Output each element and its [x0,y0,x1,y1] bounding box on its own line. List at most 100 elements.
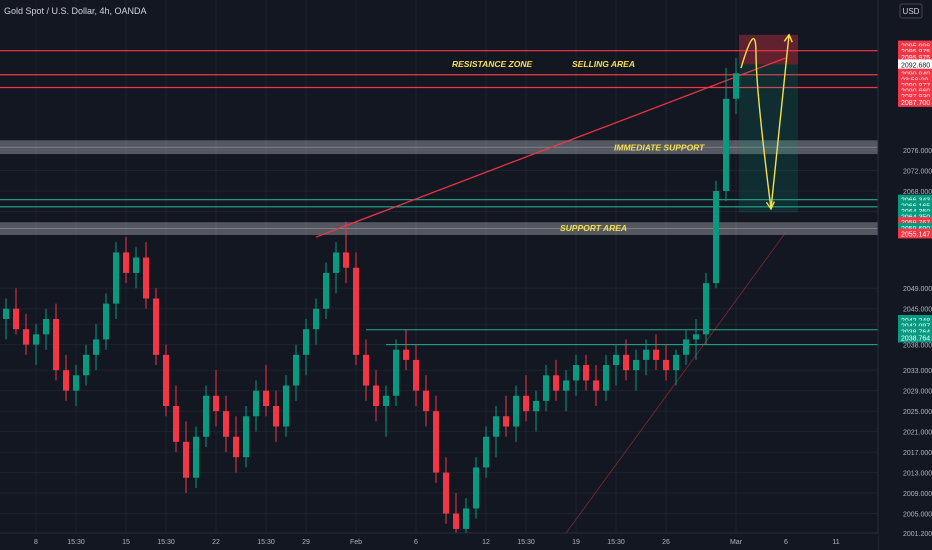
price-tick-label: 2072.000 [903,168,932,175]
up-arrowhead [783,33,793,43]
candle [483,426,489,478]
candle [3,298,9,340]
candle-body [203,395,209,437]
candle [173,385,179,453]
rising-trendline[interactable] [555,231,787,548]
price-label-text: 2087.700 [901,100,930,107]
candle-body [543,375,549,401]
candle [363,339,369,401]
candle [233,416,239,473]
candle [143,242,149,309]
candle-body [723,98,729,191]
price-tick-label: 2076.000 [903,148,932,155]
candle [253,380,259,432]
candle [93,324,99,371]
candle-body [453,513,459,529]
currency-button-frame[interactable] [899,3,923,19]
candle [13,288,19,335]
price-label-tag [898,91,932,102]
candle [473,457,479,519]
candle [63,354,69,401]
horizontal-levels [0,50,878,346]
candle [263,365,269,417]
price-label-tag [898,200,932,211]
candle [223,395,229,453]
candle-body [553,375,559,391]
candle-body [113,252,119,304]
projection-path[interactable] [740,34,790,209]
time-tick-label: 15:30 [67,539,85,546]
candle [83,344,89,386]
currency-button-label[interactable]: USD [903,7,920,16]
candle-body [493,416,499,437]
candle [713,180,719,289]
candle-body [163,354,169,407]
candle [113,242,119,319]
candle-body [13,308,19,330]
candle [123,237,129,284]
time-tick-label: 12 [482,539,490,546]
candle-body [463,508,469,529]
candle-body [323,272,329,309]
resistance-trendline[interactable] [315,57,787,238]
candle-body [193,436,199,478]
candle-body [573,365,579,381]
time-tick-label: 15:30 [157,539,175,546]
candle-body [483,436,489,468]
support-area-label: SUPPORT AREA [560,223,627,233]
candle-body [143,257,149,299]
time-tick-label: 8 [34,539,38,546]
currency-button[interactable]: USD [899,3,923,19]
candle-body [693,334,699,340]
candle [703,272,709,345]
candle-body [733,73,739,99]
price-tick-label: 2029.000 [903,389,932,396]
zones [0,140,878,235]
price-label-tag [898,194,932,205]
projection[interactable] [740,33,793,211]
time-axis[interactable]: 8 15:30 15 15:30 22 15:30 29 Feb 6 12 15:30 19 15:30… [0,532,878,550]
candle [693,318,699,360]
candle [163,344,169,417]
immediate-support-label: IMMEDIATE SUPPORT [614,143,705,153]
price-label-tag [898,96,932,107]
candle-body [593,380,599,391]
candle-body [223,411,229,437]
price-tick-label: 2017.000 [903,450,932,457]
candle-body [513,395,519,427]
candle-body [123,252,129,273]
price-tick-label: 2009.000 [903,491,932,498]
price-label-tag [898,326,932,337]
trendlines[interactable] [315,57,787,548]
candle [353,252,359,366]
price-tick-label: 2001.200 [903,531,932,538]
candle [373,370,379,422]
price-axis[interactable]: 2001.200 2005.000 2009.000 2013.000 2017.000… [877,0,932,550]
candle-body [333,252,339,273]
time-tick-label: 26 [662,539,670,546]
candle-body [703,283,709,335]
candle [183,421,189,494]
candle-body [3,308,9,319]
candle-body [93,339,99,355]
price-tick-label: 2049.000 [903,286,932,293]
candle-body [623,354,629,371]
candle [433,395,439,483]
candle-body [43,318,49,335]
candle-body [263,390,269,407]
candle-body [433,411,439,473]
candle-body [83,354,89,376]
candle-body [533,400,539,412]
resistance-zone-label: RESISTANCE ZONE [452,59,532,69]
price-label-tag [898,46,932,57]
candle [43,308,49,350]
time-axis-background [0,533,878,550]
candle [593,365,599,407]
candle-body [643,349,649,360]
price-label-tag [898,79,932,90]
candle [103,293,109,350]
candle [723,68,729,202]
price-tick-label: 2033.000 [903,368,932,375]
candle-body [373,385,379,407]
